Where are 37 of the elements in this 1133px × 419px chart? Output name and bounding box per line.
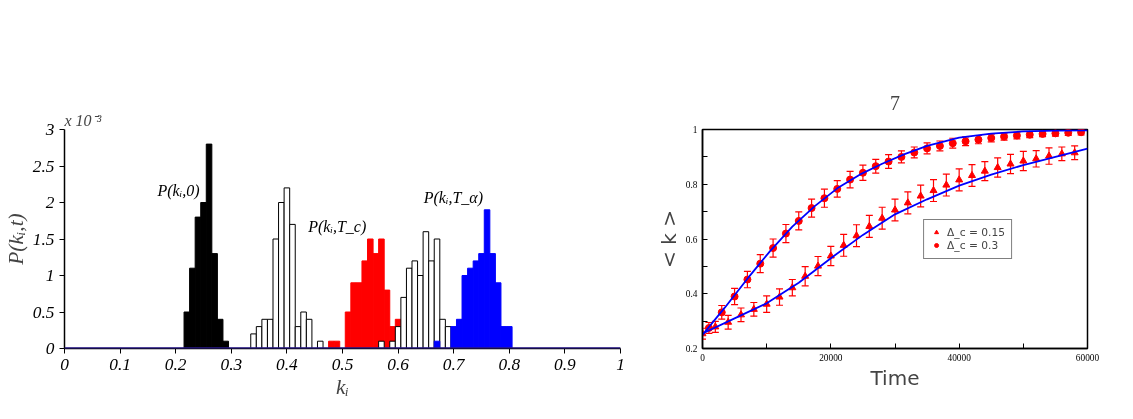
y-tick-label: 1.5: [32, 229, 55, 249]
y-tick-label: 2.5: [32, 156, 55, 176]
annotation: P(kᵢ,0): [156, 181, 200, 200]
y-tick-label: 0.2: [685, 344, 698, 354]
y-tick-label: 0.8: [685, 179, 698, 190]
x-axis-title: Time: [869, 365, 920, 390]
x-tick-label: 0.4: [276, 354, 299, 374]
annotation: P(kᵢ,T_α): [422, 188, 484, 207]
y-axis-title: < k >: [656, 210, 681, 268]
x-tick-label: 0.8: [498, 354, 521, 374]
y-tick-label: 0.6: [685, 234, 698, 245]
x-tick-label: 0.3: [220, 354, 243, 374]
y-tick-label: 3: [44, 120, 55, 139]
y-tick-label: 1: [692, 125, 698, 135]
legend-label: Δ_c = 0.15: [947, 225, 1005, 239]
x-tick-label: 0.9: [554, 354, 577, 374]
y-tick-label: 1: [45, 266, 55, 285]
text: 7: [890, 91, 900, 114]
legend-label: Δ_c = 0.3: [947, 238, 999, 252]
x-tick-label: 40000: [947, 352, 972, 363]
y-tick-label: 2: [45, 193, 55, 212]
x-tick-label: 60000: [1075, 352, 1100, 363]
x-tick-label: 0: [700, 352, 706, 363]
text: x 10⁻³: [63, 111, 102, 129]
x-tick-label: 0.2: [164, 354, 187, 374]
x-tick-label: 0.7: [442, 354, 466, 374]
annotation: P(kᵢ,T_c): [307, 218, 367, 236]
x-axis-title: kᵢ: [336, 374, 349, 399]
x-tick-label: 0.6: [387, 354, 410, 374]
y-axis-title: P(kᵢ,t): [3, 213, 28, 266]
y-tick-label: 0.5: [32, 302, 55, 322]
x-tick-label: 0: [60, 354, 70, 374]
x-tick-label: 1: [616, 354, 625, 374]
y-tick-label: 0.4: [685, 289, 698, 300]
x-tick-label: 0.1: [109, 354, 131, 374]
x-tick-label: 0.5: [331, 354, 354, 374]
x-tick-label: 20000: [819, 352, 843, 363]
